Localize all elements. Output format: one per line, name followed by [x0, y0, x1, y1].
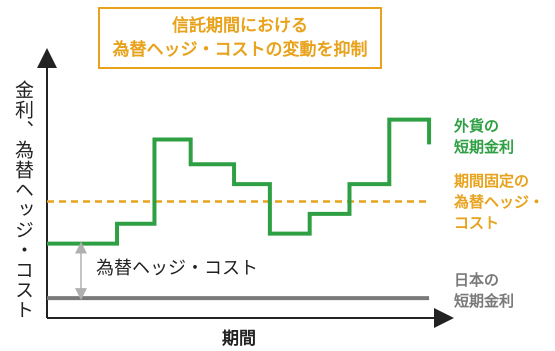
- hedge-cost-label: 為替ヘッジ・コスト: [96, 258, 258, 279]
- legend-foreign-line-2: 短期金利: [454, 138, 515, 156]
- legend-japan-line-2: 短期金利: [454, 292, 515, 310]
- legend-foreign-rate: 外貨の 短期金利: [454, 116, 514, 158]
- callout-line-1: 信託期間における: [172, 16, 308, 36]
- legend-fixed-hedge-cost: 期間固定の 為替ヘッジ・ コスト: [454, 171, 544, 234]
- x-axis-label: 期間: [222, 329, 256, 349]
- axes: [37, 48, 454, 328]
- series-foreign-rate: [47, 117, 432, 246]
- callout-box: 信託期間における 為替ヘッジ・コストの変動を抑制: [98, 7, 382, 69]
- legend-foreign-line-1: 外貨の: [454, 117, 500, 135]
- legend-fixed-line-2: 為替ヘッジ・: [454, 193, 545, 211]
- legend-fixed-line-1: 期間固定の: [454, 172, 530, 190]
- legend-japan-rate: 日本の 短期金利: [454, 270, 514, 312]
- plot-area: [47, 117, 432, 301]
- y-axis-label: 金利、為替ヘッジ・コスト: [12, 80, 34, 320]
- callout-line-2: 為替ヘッジ・コストの変動を抑制: [112, 40, 368, 60]
- legend-japan-line-1: 日本の: [454, 271, 500, 289]
- legend-fixed-line-3: コスト: [454, 214, 500, 232]
